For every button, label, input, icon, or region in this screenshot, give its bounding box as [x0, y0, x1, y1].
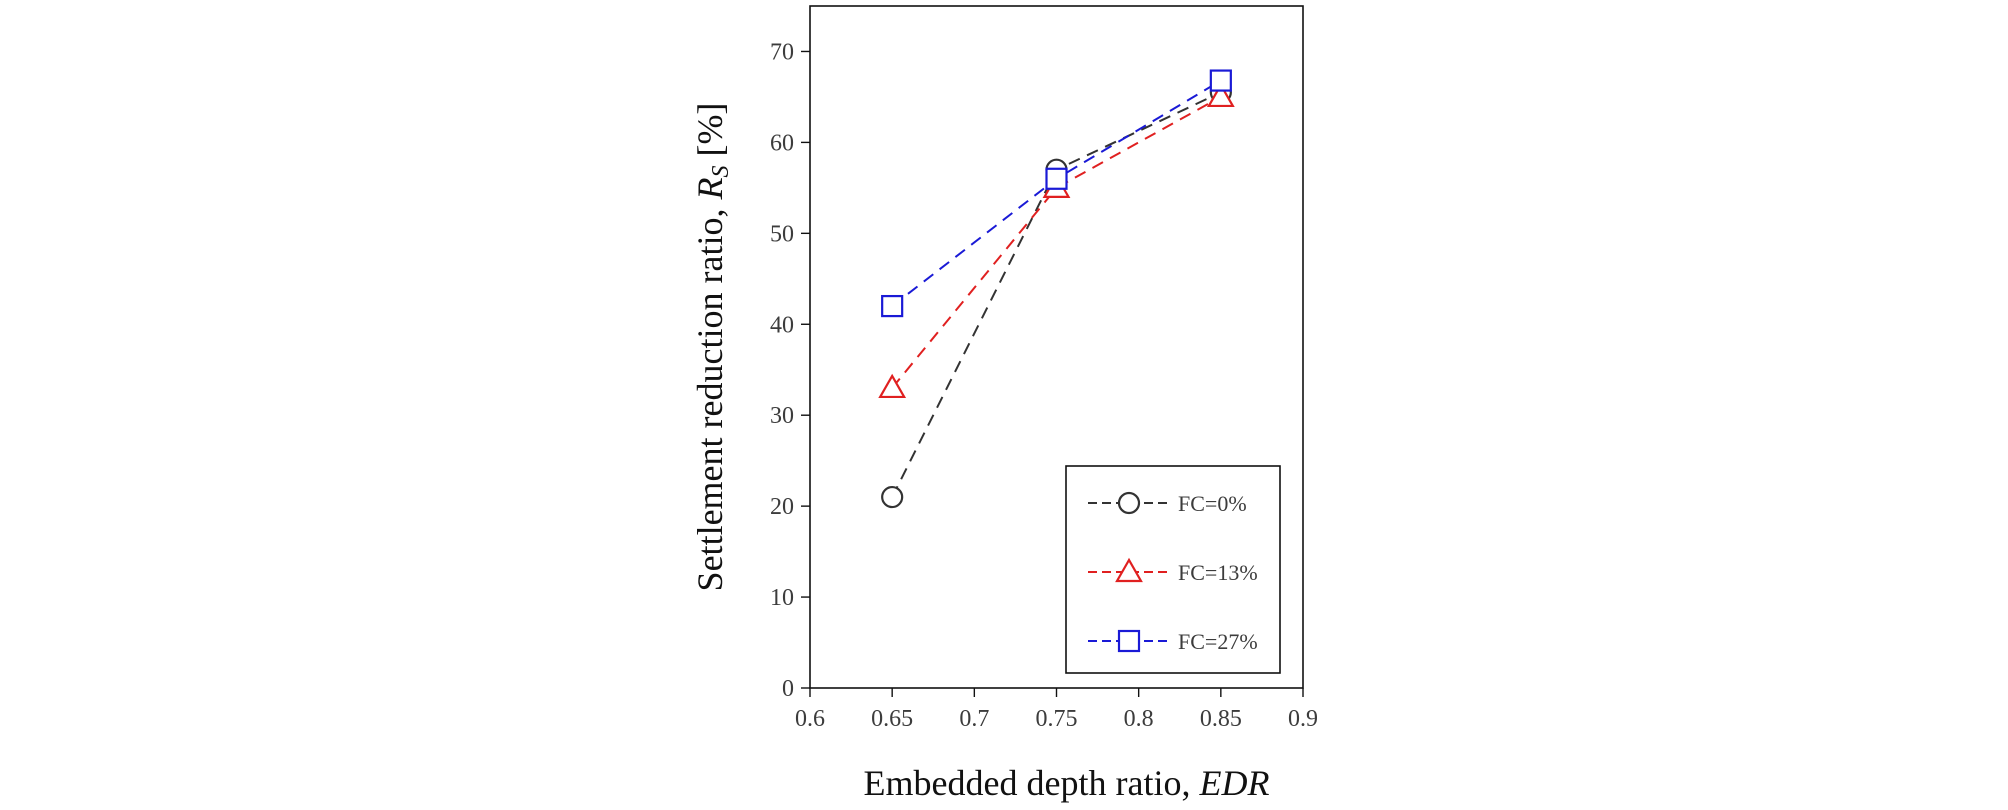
series-line	[891, 96, 1222, 389]
legend-label: FC=13%	[1178, 560, 1258, 585]
y-axis-title-italic: R	[690, 178, 730, 201]
x-axis-title: Embedded depth ratio, EDR	[864, 763, 1270, 803]
y-axis-title-subscript: S	[708, 166, 734, 178]
x-tick-label: 0.65	[871, 706, 913, 732]
legend-box	[1065, 465, 1281, 674]
series-square	[881, 69, 1232, 318]
x-tick-label: 0.6	[795, 706, 825, 732]
legend: FC=0% FC=13% FC=27%	[1065, 465, 1281, 674]
y-tick-label: 20	[770, 494, 794, 520]
y-tick-label: 40	[770, 312, 794, 338]
data-point	[878, 373, 907, 399]
legend-label: FC=27%	[1178, 629, 1258, 654]
data-point	[881, 294, 904, 318]
series-group	[878, 69, 1235, 509]
series-line	[891, 91, 1222, 498]
legend-label: FC=0%	[1178, 491, 1247, 516]
y-tick-label: 0	[782, 676, 794, 702]
y-tick-label: 50	[770, 221, 794, 247]
x-tick-label: 0.75	[1036, 706, 1078, 732]
data-point	[1045, 167, 1068, 190]
x-tick-label: 0.7	[959, 706, 989, 732]
data-point	[1206, 82, 1235, 108]
x-tick-label: 0.85	[1200, 706, 1242, 732]
x-axis-title-italic: EDR	[1198, 763, 1269, 803]
x-tick-label: 0.8	[1124, 706, 1154, 732]
y-tick-label: 70	[770, 39, 794, 65]
y-tick-label: 60	[770, 130, 794, 156]
legend-entry: FC=27%	[1088, 629, 1258, 654]
y-axis-title: Settlement reduction ratio, RS [%]	[690, 103, 734, 592]
legend-marker	[1115, 557, 1143, 583]
y-axis-title-unit: [%]	[690, 103, 730, 166]
y-tick-label: 10	[770, 585, 794, 611]
legend-entry: FC=0%	[1088, 491, 1247, 516]
data-point	[881, 485, 904, 509]
legend-marker	[1117, 629, 1141, 653]
series-triangle	[878, 82, 1235, 399]
series-circle	[881, 81, 1232, 509]
axes: 0.6 0.65 0.7 0.75 0.8 0.85 0.9 0 10 20 30 40 50 60 70	[770, 5, 1318, 732]
x-axis-title-text: Embedded depth ratio,	[864, 763, 1200, 803]
data-point	[1209, 69, 1232, 92]
legend-entry: FC=13%	[1088, 557, 1258, 585]
y-tick-label: 30	[770, 403, 794, 429]
y-axis-title-text: Settlement reduction ratio,	[690, 200, 730, 592]
x-tick-label: 0.9	[1288, 706, 1318, 732]
legend-marker	[1117, 491, 1141, 515]
